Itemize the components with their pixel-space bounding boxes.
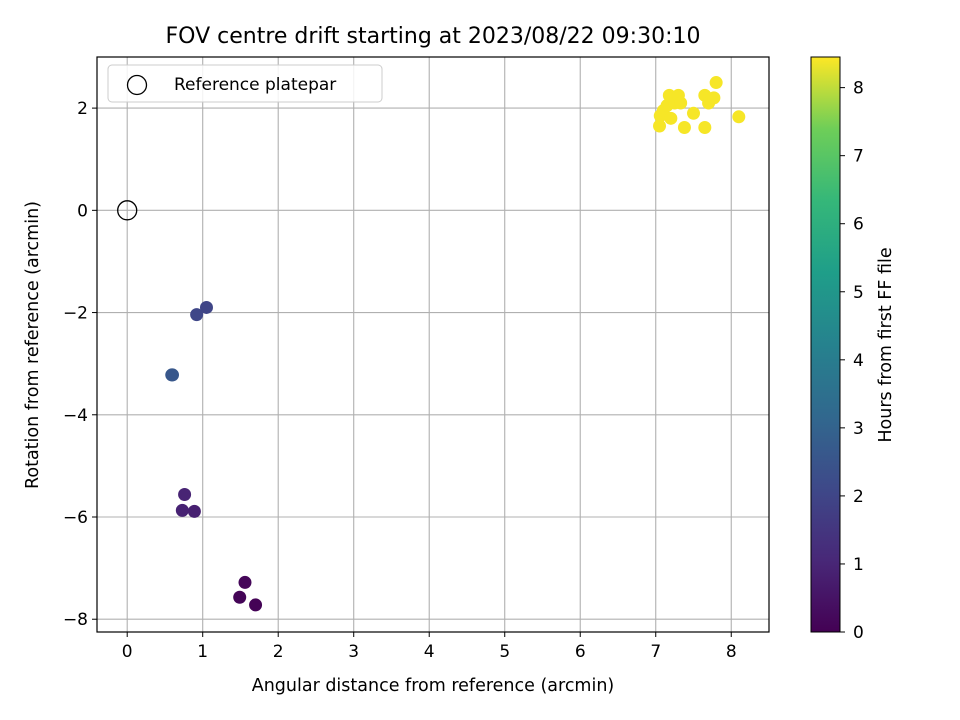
colorbar-tick-label: 6 — [853, 215, 864, 235]
x-tick-label: 7 — [650, 642, 661, 662]
legend-marker — [126, 74, 148, 96]
x-tick-label: 8 — [726, 642, 737, 662]
colorbar-tick-label: 3 — [853, 419, 864, 439]
colorbar: 0 1 2 3 4 5 6 7 8 Hours from first FF file — [810, 56, 896, 643]
colorbar-tick-label: 8 — [853, 79, 864, 99]
data-point — [238, 575, 252, 589]
colorbar-gradient — [811, 57, 840, 632]
data-point — [249, 598, 263, 612]
x-tick-label: 0 — [122, 642, 133, 662]
colorbar-tick-label: 7 — [853, 147, 864, 167]
legend: Reference platepar — [107, 64, 383, 103]
data-point — [187, 504, 201, 518]
y-tick-label: 2 — [77, 99, 88, 119]
y-tick-label: 0 — [77, 201, 88, 221]
colorbar-label: Hours from first FF file — [876, 247, 896, 442]
colorbar-tick-label: 2 — [853, 487, 864, 507]
data-point — [732, 110, 746, 124]
data-point — [677, 121, 691, 135]
y-tick-label: −4 — [63, 406, 88, 426]
data-point — [175, 503, 189, 517]
data-point — [190, 308, 204, 322]
x-tick-label: 6 — [575, 642, 586, 662]
data-point — [166, 368, 180, 382]
chart-title: FOV centre drift starting at 2023/08/22 … — [166, 24, 701, 49]
y-axis: −8 −6 −4 −2 0 2 — [63, 99, 97, 630]
data-point — [233, 590, 247, 604]
colorbar-tick-label: 0 — [853, 623, 864, 643]
legend-box — [107, 64, 383, 103]
x-tick-label: 1 — [197, 642, 208, 662]
reference-point-marker — [117, 200, 138, 221]
y-tick-label: −8 — [63, 610, 88, 630]
plot-frame — [96, 56, 770, 633]
colorbar-tick-label: 5 — [853, 283, 864, 303]
x-tick-label: 5 — [499, 642, 510, 662]
colorbar-tick-label: 4 — [853, 351, 864, 371]
data-point — [664, 111, 678, 125]
data-point — [199, 300, 213, 314]
data-point — [674, 96, 688, 110]
colorbar-ticks: 0 1 2 3 4 5 6 7 8 — [840, 79, 864, 643]
data-point — [707, 91, 721, 105]
data-point — [653, 119, 667, 133]
colorbar-tick-label: 1 — [853, 555, 864, 575]
grid-lines — [97, 57, 769, 632]
x-tick-label: 3 — [348, 642, 359, 662]
data-points — [117, 76, 746, 612]
x-tick-label: 4 — [424, 642, 435, 662]
x-axis-label: Angular distance from reference (arcmin) — [252, 676, 615, 696]
y-tick-label: −2 — [63, 304, 88, 324]
x-tick-label: 2 — [273, 642, 284, 662]
legend-label: Reference platepar — [174, 75, 336, 95]
data-point — [709, 76, 723, 90]
data-point — [698, 121, 712, 135]
y-axis-label: Rotation from reference (arcmin) — [23, 201, 43, 489]
data-point — [178, 488, 192, 502]
data-point — [686, 106, 700, 120]
x-axis: 0 1 2 3 4 5 6 7 8 — [122, 632, 737, 662]
y-tick-label: −6 — [63, 508, 88, 528]
colorbar-frame — [810, 56, 841, 633]
